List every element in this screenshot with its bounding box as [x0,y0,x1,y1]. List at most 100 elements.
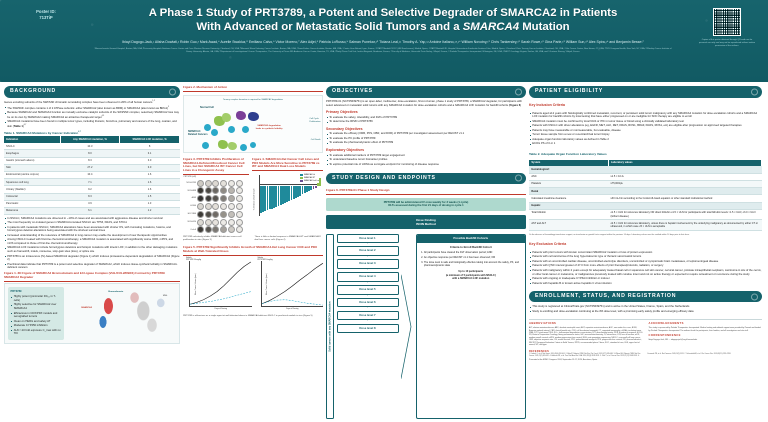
clono-row-label: NCI-H838 [187,189,196,192]
waterfall-bar [290,175,293,215]
table-row: Skin 27.2 3.0 [4,164,180,172]
list-item: Moderate CYP450 inhibition [11,324,62,328]
figures-3-4-row: Figure 3. PRT3789 Inhibits Proliferation… [183,156,323,234]
table-row: Pancreatic 3.9 1.3 [4,200,180,208]
population-vertical-label: Solid tumors with any SMARCA4 mutation [326,233,334,419]
section-header-background: BACKGROUND [4,86,180,98]
flow-arrow-icon: ↓ [366,319,369,323]
list-item: SMARCA4 LOF mutations include homozygous… [4,246,180,253]
table-row: Colorectal 8.3 1.5 [4,193,180,201]
exploratory-objectives-list: To evaluate additional markers of PRT378… [326,154,526,167]
list-item: Patients with NSCLC with driver alterati… [529,124,762,128]
acknowledgments-title: ACKNOWLEDGMENTS [648,322,684,326]
flow-brace-icon [401,234,413,419]
waterfall-bar [288,175,291,215]
figure5-note-left: PRT3789 selectively inhibits SMARCA4-def… [183,235,242,241]
normal-cell-label: Normal Cell [200,106,214,110]
study-flow-diagram: Solid tumors with any SMARCA4 mutation D… [326,233,526,419]
section-header-enrollment: ENROLLMENT, STATUS, AND REGISTRATION [529,290,762,303]
poster-header: Poster ID: 713TiP A Phase 1 Study of PRT… [0,0,768,82]
figure5-footer-note: PRT3789 is efficacious as a single agent… [183,315,313,318]
title-block: A Phase 1 Study of PRT3789, a Potent and… [78,6,688,53]
table-row: Esophagus 8.0 3.1 [4,149,180,158]
table-body: NSCLC 10.3 8 Esophagus 8.0 3.1 Gastric (stom… [4,143,180,216]
dose-level-2[interactable]: Dose level 2 [336,246,399,256]
section-header-study-design: STUDY DESIGN AND ENDPOINTS [326,172,526,185]
list-item: The most frequently co-mutated genes in … [4,221,180,225]
figure-2-mechanism-of-action: Ternary complex formation is required fo… [183,95,323,154]
clono-row-label: HCC1806 [187,213,196,215]
table-row: H1944 [183,202,249,210]
legend-entry: Vehicle [186,257,192,260]
degradation-label: SMARCA2 degradation leads to synthetic l… [255,125,283,130]
list-item: Efficacious in CDX/PDX models and xenogr… [11,312,62,319]
table-row: NCI-H520 [183,218,249,226]
backfill-cohorts-box: Possible Backfill Cohorts Criteria to En… [415,233,526,419]
flow-arrow-icon: ↓ [366,306,369,310]
waterfall-bars [260,175,321,216]
presented-at: Presented at the ESMO Congress 2024; Sep… [529,359,598,362]
backfill-enrollment-note: Up to 10 participants (a minimum of 5 pa… [445,270,496,281]
clono-row-label: H1944 [190,205,196,208]
dose-level-7[interactable]: Dose level 7 [336,310,399,321]
waterfall-bar [266,175,269,215]
column-objectives-design: OBJECTIVES PRT3789-01 (NCT05639751) is a… [326,86,526,419]
backfill-criteria-list: All participants have cleared the DLT ob… [424,251,521,267]
title-line-1: A Phase 1 Study of PRT3789, a Potent and… [148,7,618,19]
waterfall-bar [319,175,321,215]
waterfall-bar [279,175,282,215]
growth-curve-left-svg [189,261,252,305]
table1-title: Table 1. SMARCA4 Mutations by Cancer Ind… [4,130,81,136]
legend-entry: PRT3789 10 mg/kg [186,259,202,262]
exclusion-criteria-list: Patients with prior tumors with known co… [529,251,762,286]
table-row: AST and ALT ≤2.5 × ULN for reference labo… [529,219,762,231]
dose-level-6[interactable]: Dose level 6 [336,297,399,308]
table-row: Gastric (stomach adeno) 8.3 3.0 [4,157,180,165]
poster-id-block: Poster ID: 713TiP [18,9,74,21]
list-item: To explore potential role of ctDNA as su… [326,163,526,167]
col-any-mut: Any SMARCA4 mutation, % [60,136,121,144]
qr-block: Copies of this poster obtained through Q… [698,8,756,48]
dose-level-8[interactable]: Dose level 8 [336,323,399,334]
figure4-title: Figure 4. SMARCA4-Del Cancer Cell Lines … [252,157,323,171]
list-item: Patients with an uncontrolled cardiac di… [529,260,762,264]
table-row: Platelets ≥75,000/µL [529,180,762,189]
table-row-group: Renal [529,187,762,196]
list-item: To evaluate the PK profile of PRT3789 [326,137,526,141]
background-intro: Genes encoding subunits of the SWI/SNF c… [4,100,155,105]
figure5-note-right: There is little or limited response in S… [254,235,321,241]
primary-objectives-list: To evaluate the safety, tolerability, an… [326,116,526,124]
dose-level-1[interactable]: Dose level 1 [336,233,399,244]
figure1-property-box: PRT3789 Highly potent (picomolar DC₅₀ in… [8,287,64,340]
figure-4-wrap: Figure 4. SMARCA4-Del Cancer Cell Lines … [252,156,323,234]
dose-level-4[interactable]: Dose level 4 [336,272,399,282]
footer-left: ABBREVIATIONS ALT, alanine aminotransfer… [529,322,643,346]
table-row: NSCLC 10.3 8 [4,143,180,151]
table-header-row: System Laboratory values [529,159,763,167]
table-header-row: Indication Any SMARCA4 mutation, % SMARC… [4,136,180,144]
flow-arrow-icon: ↓ [366,280,369,284]
table-organ-function: System Laboratory values Hematologicalᵃ … [529,159,763,231]
dose-level-3[interactable]: Dose level 3 [336,259,399,269]
cell-cycle-label: Cell Cycle Proliferation [309,118,321,123]
exclusion-criteria-title: Key Exclusion Criteria [529,241,567,246]
col-system: System [529,159,609,167]
list-item: Patients may have measurable or nonmeasu… [529,129,762,133]
list-item: To determine the RP2D of PRT3789 [326,120,526,124]
correspondence-text[interactable]: Ibiayi Dagogo-Jack, MD — idagogo-jack@mg… [648,338,698,341]
list-item: The SWI/SNF complex contains 1 of 2 ATPa… [4,106,180,111]
secondary-objectives-title: Secondary Objectives [326,126,363,131]
table-row: NCI-H838 [183,187,249,195]
growth-curve-right-svg [261,262,323,306]
waterfall-bar [284,175,286,215]
references-title: REFERENCES [529,350,550,354]
figure5-right-xlabel: Days of Dosing [286,307,299,310]
dose-escalation-column: Dose level 1 ↓ Dose level 2 ↓ Dose level… [336,233,399,419]
author-list: Ibiayi Dagogo-Jack,¹ Alisha Dowlati,² Ro… [122,39,644,44]
dose-level-5[interactable]: Dose level 5 [336,285,399,295]
table-row-group: Hematologicalᵃ [529,166,762,174]
waterfall-bar [314,175,317,215]
bromodomain-label: Bromodomain [108,290,124,293]
qr-code-icon[interactable] [713,8,741,36]
list-item: All participants have cleared the DLT ob… [424,251,521,254]
